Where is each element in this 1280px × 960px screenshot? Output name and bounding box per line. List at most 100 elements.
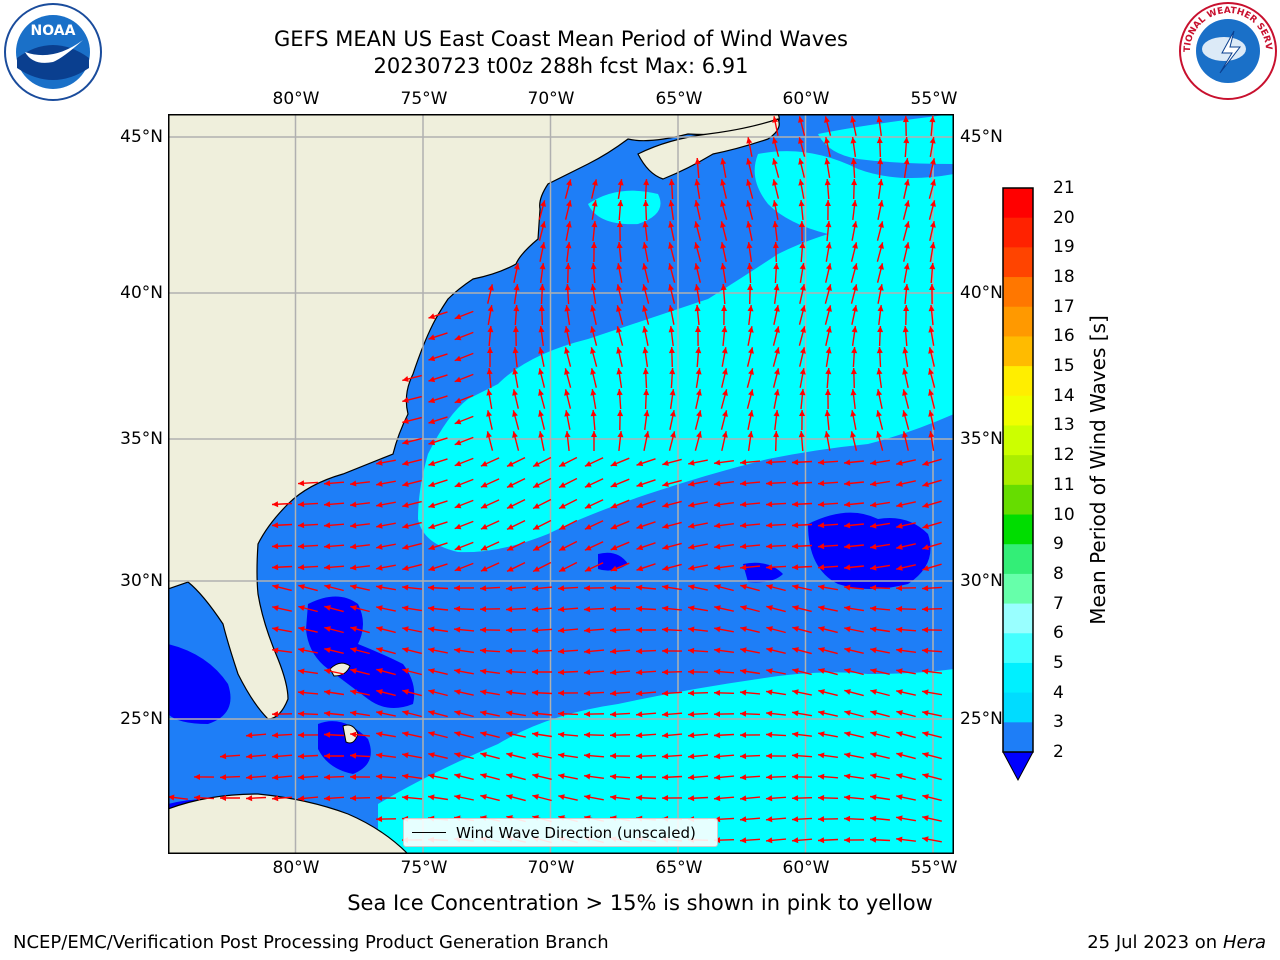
wave-arrow-head (773, 284, 780, 291)
wave-arrow-head (428, 397, 436, 404)
wave-arrow-head (428, 460, 436, 467)
wave-arrow-head (747, 431, 754, 438)
wave-arrow-head (584, 773, 591, 780)
wave-arrow-head (402, 731, 409, 737)
colorbar-tick-8: 8 (1053, 563, 1064, 584)
colorbar-tick-18: 18 (1053, 267, 1075, 288)
wave-arrow-head (668, 284, 674, 291)
wave-arrow-head (844, 605, 851, 612)
wave-arrow-head (512, 431, 518, 438)
wave-arrow-head (877, 200, 884, 207)
wave-arrow-head (486, 389, 493, 396)
wave-arrow-head (584, 461, 592, 467)
wave-arrow-head (513, 263, 520, 270)
wave-arrow-head (584, 711, 591, 718)
wave-arrow-head (350, 689, 357, 696)
wave-arrow-head (454, 752, 461, 758)
wave-arrow-head (696, 431, 702, 438)
wave-arrow-head (558, 585, 565, 592)
wave-arrow-head (720, 158, 727, 165)
wave-arrow-head (559, 524, 566, 530)
wave-arrow-head (721, 431, 728, 438)
wave-arrow-head (559, 545, 566, 551)
wave-arrow-head (688, 564, 695, 571)
wave-arrow-head (617, 200, 624, 207)
wave-arrow-head (662, 690, 669, 697)
wave-arrow-head (922, 794, 929, 800)
wave-arrow-head (350, 564, 357, 571)
wave-arrow-head (928, 431, 935, 438)
wave-arrow-head (792, 816, 799, 823)
wave-arrow-head (324, 753, 330, 759)
wave-arrow-head (766, 584, 773, 590)
colorbar-tick-3: 3 (1053, 712, 1064, 733)
wave-arrow-head (507, 524, 514, 530)
wave-arrow-head (696, 389, 702, 396)
map-frame (168, 114, 954, 854)
colorbar-segment-4 (1003, 306, 1033, 337)
wave-arrow-head (714, 689, 721, 696)
wave-arrow-head (896, 647, 903, 654)
wave-arrow-head (746, 242, 753, 249)
lon-top-5: 55°W (910, 89, 958, 109)
wave-arrow-head (590, 326, 596, 333)
wave-arrow-head (506, 627, 513, 634)
wave-arrow-head (896, 710, 903, 716)
wave-arrow-head (566, 179, 572, 186)
wave-arrow-head (376, 794, 383, 801)
wave-arrow-head (324, 564, 331, 571)
wave-arrow-head (642, 242, 649, 249)
wave-arrow-head (642, 305, 648, 312)
wave-arrow-head (903, 305, 910, 311)
colorbar-tick-7: 7 (1053, 593, 1064, 614)
colorbar-tick-12: 12 (1053, 445, 1075, 466)
wave-arrow-head (714, 605, 721, 612)
wave-arrow-head (930, 221, 936, 228)
wave-arrow-head (636, 584, 643, 591)
nws-logo: NATIONAL WEATHER SERVICE (1178, 1, 1277, 100)
wave-arrow-head (558, 731, 565, 738)
legend-line-sample (412, 832, 446, 833)
wave-arrow-head (688, 522, 695, 529)
wave-arrow-head (870, 480, 877, 487)
colorbar-segment-0 (1003, 188, 1033, 219)
wave-arrow-head (616, 368, 623, 375)
wave-arrow-head (694, 179, 701, 186)
wave-arrow-head (877, 326, 884, 333)
wave-arrow-head (818, 543, 825, 550)
wave-arrow-head (428, 481, 436, 488)
wave-arrow-head (662, 481, 669, 487)
wave-arrow-head (480, 544, 488, 551)
wave-arrow-head (487, 305, 494, 312)
wave-arrow-head (714, 711, 720, 718)
wave-arrow-head (584, 566, 592, 572)
wave-arrow-head (799, 389, 806, 396)
wave-arrow-head (507, 566, 514, 572)
colorbar-segment-8 (1003, 425, 1033, 456)
wave-arrow-head (688, 795, 695, 802)
wave-arrow-head (246, 732, 253, 739)
wave-arrow-head (584, 482, 592, 488)
wave-arrow-head (878, 242, 884, 249)
land-cuba (168, 793, 409, 854)
wave-arrow-head (350, 626, 357, 632)
wave-arrow-head (220, 753, 227, 760)
wave-arrow-head (844, 626, 851, 633)
wave-arrow-head (584, 545, 592, 551)
wave-arrow-head (584, 524, 592, 530)
wave-arrow-head (714, 564, 721, 571)
colorbar-segment-15 (1003, 633, 1033, 664)
wave-arrow-head (540, 200, 546, 207)
wave-arrow-head (454, 605, 461, 612)
wave-arrow-head (402, 605, 409, 612)
wave-arrow-head (662, 544, 669, 550)
wave-arrow-head (902, 389, 908, 396)
land-north-america (168, 114, 780, 720)
wave-arrow-head (896, 668, 903, 675)
wave-arrow-head (903, 137, 910, 144)
wave-arrow-head (616, 389, 623, 396)
wave-arrow-head (454, 313, 462, 320)
wave-arrow-head (792, 773, 799, 780)
wave-arrow-head (694, 200, 700, 207)
wave-arrow-head (818, 480, 825, 487)
